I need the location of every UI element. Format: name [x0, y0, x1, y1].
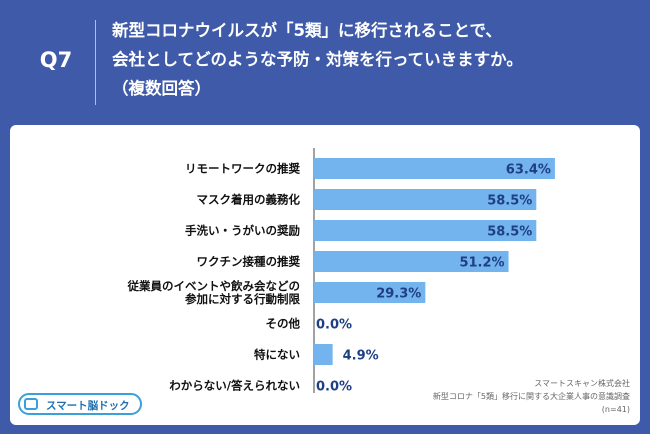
category-label-5: その他	[266, 317, 301, 331]
category-label-3: ワクチン接種の推奨	[197, 255, 301, 269]
bar-6	[314, 344, 333, 365]
category-label-7: わからない/答えられない	[169, 379, 300, 393]
question-line-2: 会社としてどのような予防・対策を行っていきますか。	[112, 50, 523, 69]
brand-logo-text: スマート脳ドック	[46, 400, 130, 412]
question-header: Q7 新型コロナウイルスが「5類」に移行されることで、 会社としてどのような予防…	[0, 0, 650, 122]
header-divider	[95, 20, 96, 105]
question-line-3: （複数回答）	[112, 79, 211, 98]
category-label-4: 従業員のイベントや飲み会などの参加に対する行動制限	[127, 279, 301, 306]
value-label-3: 51.2%	[459, 256, 504, 271]
bar-1	[314, 189, 537, 210]
source-company: スマートスキャン株式会社	[534, 379, 630, 388]
source-sample-size: (n=41)	[601, 405, 630, 414]
bar-4	[314, 282, 426, 303]
question-number: Q7	[39, 48, 73, 72]
value-label-1: 58.5%	[487, 194, 532, 209]
source-survey: 新型コロナ「5類」移行に関する大企業人事の意識調査	[432, 392, 630, 401]
value-label-2: 58.5%	[487, 225, 532, 240]
value-label-7: 0.0%	[316, 380, 352, 395]
category-label-0: リモートワークの推奨	[185, 162, 300, 176]
value-label-4: 29.3%	[376, 287, 421, 302]
bar-0	[314, 158, 555, 179]
source-note: スマートスキャン株式会社 新型コロナ「5類」移行に関する大企業人事の意識調査 (…	[433, 377, 630, 416]
brand-logo: スマート脳ドック	[18, 393, 142, 415]
value-label-0: 63.4%	[506, 163, 551, 178]
bar-chart: リモートワークの推奨 63.4% マスク着用の義務化 58.5% 手洗い・うがいの奨励 5…	[127, 148, 555, 395]
bar-2	[314, 220, 537, 241]
category-label-2: 手洗い・うがいの奨励	[185, 224, 300, 238]
bar-3	[314, 251, 509, 272]
value-label-6: 4.9%	[343, 349, 379, 364]
category-label-1: マスク着用の義務化	[197, 193, 301, 207]
brand-logo-icon	[24, 398, 38, 410]
question-line-1: 新型コロナウイルスが「5類」に移行されることで、	[112, 21, 502, 40]
category-label-6: 特にない	[254, 348, 300, 362]
question-text: 新型コロナウイルスが「5類」に移行されることで、 会社としてどのような予防・対策…	[112, 16, 632, 103]
value-label-5: 0.0%	[316, 318, 352, 333]
chart-panel: リモートワークの推奨 63.4% マスク着用の義務化 58.5% 手洗い・うがいの奨励 5…	[10, 125, 640, 425]
